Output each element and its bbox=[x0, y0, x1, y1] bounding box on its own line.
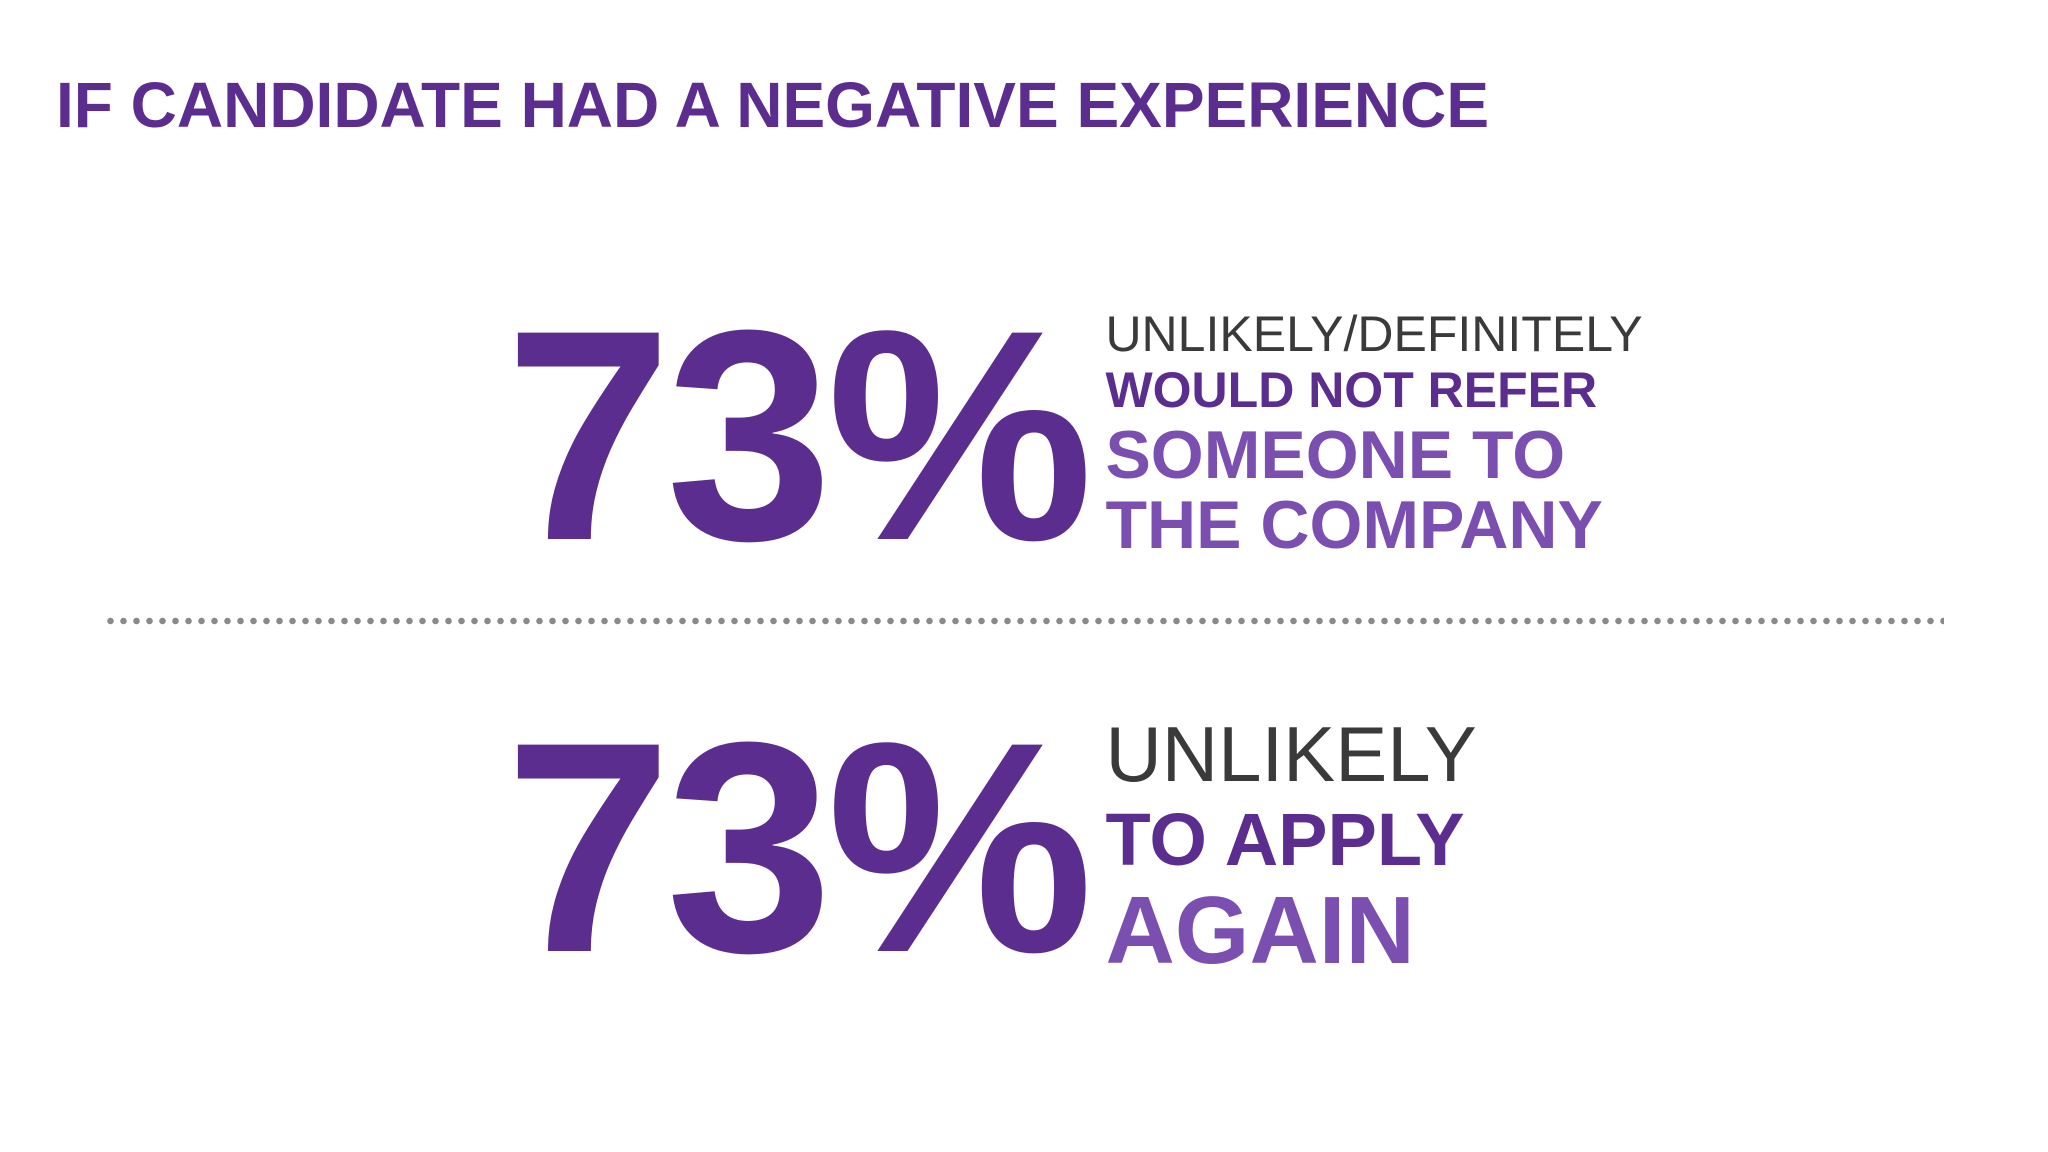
stat-reapply: 73% UNLIKELY TO APPLY AGAIN bbox=[505, 697, 1477, 997]
stat-refer-line-2: WOULD NOT REFER bbox=[1105, 362, 1598, 418]
stat-refer-line-1: UNLIKELY/DEFINITELY bbox=[1105, 306, 1643, 362]
stat-refer-line-3: SOMEONE TO bbox=[1105, 417, 1566, 493]
stat-reapply-description: UNLIKELY TO APPLY AGAIN bbox=[1105, 715, 1476, 979]
stat-refer-line-4: THE COMPANY bbox=[1105, 487, 1603, 563]
stat-reapply-value: 73% bbox=[505, 679, 1093, 1015]
stat-refer: 73% UNLIKELY/DEFINITELY WOULD NOT REFER … bbox=[505, 285, 1643, 585]
stat-refer-value: 73% bbox=[505, 267, 1093, 603]
dotted-divider bbox=[104, 617, 1944, 625]
stat-reapply-line-1: UNLIKELY bbox=[1105, 710, 1477, 798]
stat-reapply-line-3: AGAIN bbox=[1105, 877, 1415, 984]
page-title: IF CANDIDATE HAD A NEGATIVE EXPERIENCE bbox=[56, 69, 1489, 141]
stat-reapply-line-2: TO APPLY bbox=[1105, 798, 1465, 881]
stat-refer-description: UNLIKELY/DEFINITELY WOULD NOT REFER SOME… bbox=[1105, 309, 1642, 561]
